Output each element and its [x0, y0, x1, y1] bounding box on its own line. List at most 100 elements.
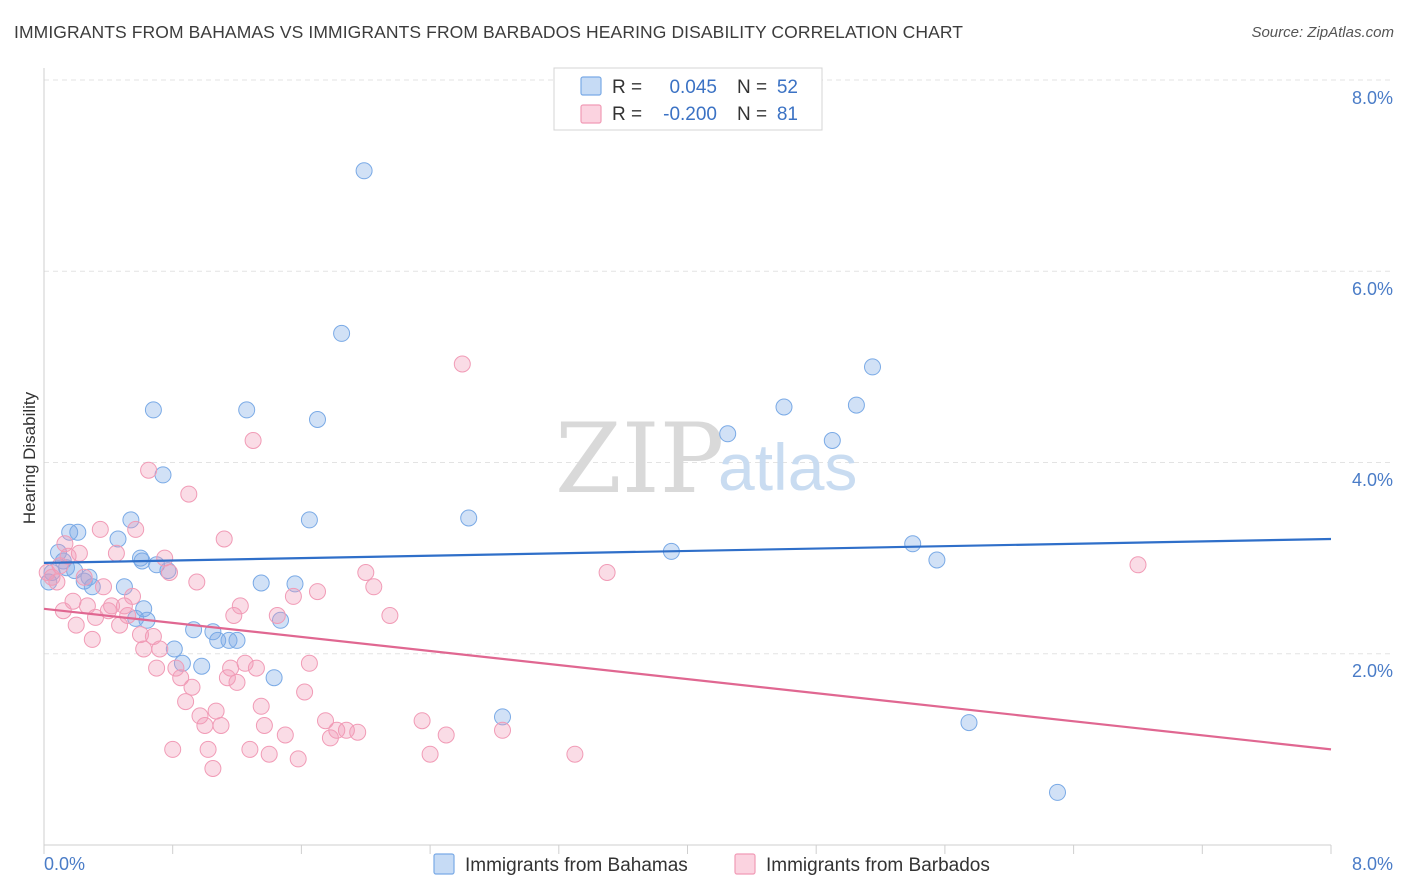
bahamas-point-33[interactable] — [286, 575, 304, 593]
bahamas-point-44[interactable] — [847, 396, 865, 414]
barbados-point-17[interactable] — [107, 544, 125, 562]
barbados-point-35[interactable] — [180, 485, 198, 503]
barbados-point-64[interactable] — [317, 712, 334, 730]
barbados-point-8[interactable] — [70, 544, 88, 562]
barbados-point-34[interactable] — [177, 693, 195, 711]
bahamas-point-36[interactable] — [333, 324, 351, 342]
barbados-point-48[interactable] — [228, 673, 246, 691]
barbados-point-13[interactable] — [91, 520, 109, 538]
barbados-point-44[interactable] — [215, 530, 233, 548]
barbados-point-62[interactable] — [300, 654, 318, 672]
bahamas-point-46[interactable] — [904, 535, 922, 553]
bahamas-point-28[interactable] — [228, 631, 246, 649]
barbados-point-38[interactable] — [191, 707, 209, 725]
bahamas-point-11[interactable] — [122, 511, 140, 529]
bahamas-point-43[interactable] — [823, 432, 841, 449]
data-points — [38, 162, 1147, 801]
barbados-point-51[interactable] — [241, 740, 259, 758]
barbados-point-21[interactable] — [124, 587, 141, 605]
bahamas-point-38[interactable] — [460, 509, 478, 527]
barbados-point-75[interactable] — [453, 355, 471, 373]
barbados-point-33[interactable] — [172, 669, 190, 687]
barbados-point-29[interactable] — [156, 549, 174, 567]
barbados-point-63[interactable] — [309, 583, 326, 601]
barbados-point-50[interactable] — [236, 654, 254, 672]
barbados-point-5[interactable] — [59, 547, 77, 565]
bahamas-point-7[interactable] — [80, 568, 98, 586]
bahamas-point-29[interactable] — [238, 401, 256, 419]
barbados-point-79[interactable] — [1129, 556, 1147, 574]
barbados-point-39[interactable] — [196, 717, 214, 734]
barbados-point-36[interactable] — [183, 678, 201, 696]
bahamas-point-45[interactable] — [864, 358, 881, 376]
barbados-point-37[interactable] — [188, 573, 206, 591]
barbados-point-9[interactable] — [75, 568, 93, 586]
bahamas-point-21[interactable] — [165, 640, 183, 658]
barbados-point-53[interactable] — [247, 659, 265, 677]
barbados-point-76[interactable] — [494, 721, 511, 739]
barbados-point-56[interactable] — [260, 745, 278, 763]
barbados-point-72[interactable] — [413, 712, 431, 730]
barbados-point-61[interactable] — [296, 683, 314, 701]
barbados-point-52[interactable] — [244, 432, 262, 449]
barbados-point-23[interactable] — [132, 626, 149, 644]
barbados-point-68[interactable] — [349, 723, 367, 741]
barbados-point-42[interactable] — [207, 702, 225, 720]
barbados-point-60[interactable] — [289, 750, 307, 768]
bahamas-point-1[interactable] — [50, 543, 67, 561]
barbados-point-66[interactable] — [328, 721, 346, 739]
barbados-point-25[interactable] — [140, 461, 158, 479]
bahamas-point-5[interactable] — [69, 523, 87, 541]
bahamas-point-24[interactable] — [193, 657, 211, 675]
barbados-point-11[interactable] — [83, 630, 101, 648]
barbados-point-58[interactable] — [276, 726, 294, 744]
bahamas-point-30[interactable] — [252, 574, 270, 592]
barbados-point-73[interactable] — [421, 745, 439, 763]
bahamas-point-31[interactable] — [265, 669, 283, 687]
bahamas-point-17[interactable] — [144, 401, 162, 419]
barbados-point-30[interactable] — [161, 564, 178, 581]
legend-n-label-1: N = — [737, 77, 767, 98]
barbados-point-27[interactable] — [148, 659, 166, 677]
legend-r-label-1: R = — [612, 77, 642, 98]
bahamas-point-34[interactable] — [300, 511, 318, 529]
barbados-point-45[interactable] — [218, 669, 236, 687]
barbados-point-14[interactable] — [95, 578, 112, 596]
bahamas-point-9[interactable] — [109, 530, 127, 548]
barbados-point-47[interactable] — [225, 607, 243, 624]
barbados-point-32[interactable] — [167, 659, 185, 677]
barbados-point-7[interactable] — [67, 616, 85, 634]
barbados-point-69[interactable] — [357, 564, 375, 581]
bahamas-point-41[interactable] — [719, 425, 737, 443]
bahamas-point-49[interactable] — [1049, 783, 1066, 801]
barbados-point-78[interactable] — [598, 564, 616, 581]
barbados-point-2[interactable] — [48, 573, 66, 591]
bahamas-point-19[interactable] — [154, 466, 172, 484]
barbados-point-74[interactable] — [437, 726, 455, 744]
barbados-point-57[interactable] — [268, 607, 286, 624]
bahamas-point-48[interactable] — [960, 714, 978, 732]
barbados-point-31[interactable] — [164, 740, 182, 758]
bahamas-point-42[interactable] — [775, 398, 793, 416]
barbados-point-71[interactable] — [381, 607, 399, 624]
barbados-point-77[interactable] — [566, 745, 584, 763]
bahamas-point-47[interactable] — [928, 551, 946, 569]
barbados-point-16[interactable] — [103, 597, 121, 615]
bahamas-point-32[interactable] — [272, 611, 289, 629]
barbados-point-28[interactable] — [151, 640, 169, 658]
barbados-point-43[interactable] — [212, 717, 230, 734]
barbados-point-59[interactable] — [284, 587, 302, 605]
barbados-point-49[interactable] — [231, 597, 249, 615]
barbados-point-22[interactable] — [127, 520, 145, 538]
barbados-point-55[interactable] — [255, 717, 273, 734]
barbados-point-40[interactable] — [199, 740, 217, 758]
barbados-point-41[interactable] — [204, 760, 222, 777]
barbados-point-70[interactable] — [365, 578, 383, 596]
barbados-point-1[interactable] — [43, 568, 61, 586]
bahamas-point-37[interactable] — [355, 162, 373, 180]
barbados-point-20[interactable] — [119, 607, 137, 624]
barbados-point-54[interactable] — [252, 697, 270, 715]
barbados-point-46[interactable] — [222, 659, 240, 677]
bahamas-point-35[interactable] — [309, 411, 326, 428]
bahamas-point-39[interactable] — [494, 708, 511, 726]
